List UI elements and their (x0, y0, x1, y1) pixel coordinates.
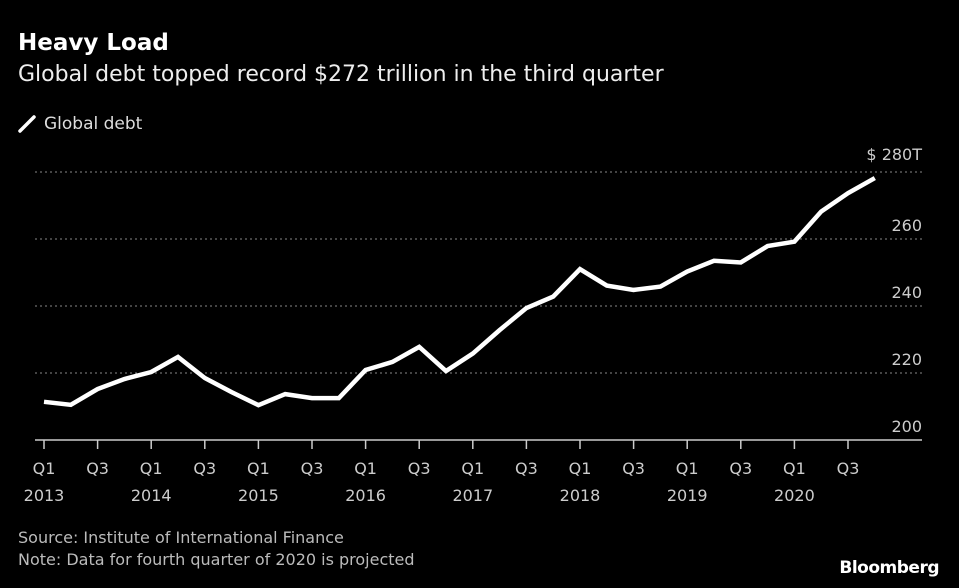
y-tick-label: 220 (891, 350, 922, 369)
x-tick-label: Q1 (354, 459, 377, 478)
x-tick-year-label: 2020 (774, 486, 815, 505)
x-tick-label: Q1 (33, 459, 56, 478)
x-tick-label: Q1 (569, 459, 592, 478)
x-tick-label: Q3 (301, 459, 324, 478)
x-tick-label: Q3 (729, 459, 752, 478)
source-note: Source: Institute of International Finan… (18, 528, 344, 547)
x-tick-label: Q1 (783, 459, 806, 478)
y-tick-label: $ 280T (866, 145, 922, 164)
x-tick-label: Q3 (837, 459, 860, 478)
legend: Global debt (18, 114, 142, 134)
x-tick-label: Q1 (247, 459, 270, 478)
x-tick-year-label: 2014 (131, 486, 172, 505)
series-line-global-debt (43, 176, 876, 408)
legend-label: Global debt (44, 114, 143, 134)
chart-title: Heavy Load (18, 30, 169, 56)
legend-line-icon (18, 115, 36, 133)
x-tick-label: Q1 (676, 459, 699, 478)
x-tick-label: Q3 (622, 459, 645, 478)
x-tick-year-label: 2019 (667, 486, 708, 505)
x-tick-year-label: 2018 (560, 486, 601, 505)
y-tick-label: 260 (891, 216, 922, 235)
x-tick-year-label: 2015 (238, 486, 279, 505)
x-tick-label: Q3 (86, 459, 109, 478)
x-tick-year-label: 2017 (452, 486, 493, 505)
y-tick-label: 200 (891, 417, 922, 436)
footnote: Note: Data for fourth quarter of 2020 is… (18, 550, 415, 569)
x-tick-label: Q3 (193, 459, 216, 478)
x-tick-year-label: 2013 (24, 486, 65, 505)
x-tick-year-label: 2016 (345, 486, 386, 505)
x-tick-label: Q1 (140, 459, 163, 478)
y-tick-label: 240 (891, 283, 922, 302)
x-tick-label: Q3 (515, 459, 538, 478)
x-tick-label: Q1 (461, 459, 484, 478)
chart-subtitle: Global debt topped record $272 trillion … (18, 62, 664, 87)
bloomberg-logo: Bloomberg (839, 558, 939, 578)
x-tick-label: Q3 (408, 459, 431, 478)
